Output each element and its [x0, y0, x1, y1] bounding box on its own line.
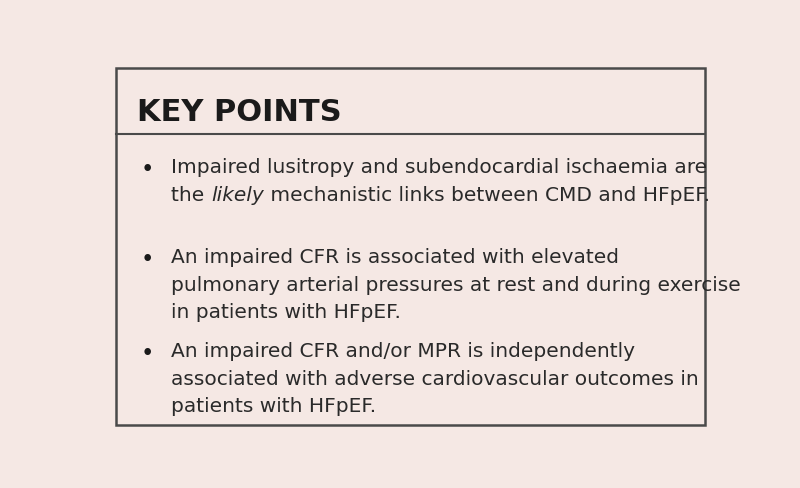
Text: •: •	[140, 342, 154, 365]
FancyBboxPatch shape	[115, 68, 705, 425]
Text: An impaired CFR is associated with elevated
pulmonary arterial pressures at rest: An impaired CFR is associated with eleva…	[171, 248, 741, 322]
Text: •: •	[140, 248, 154, 271]
Text: the: the	[171, 185, 211, 204]
Text: likely: likely	[211, 185, 264, 204]
Text: mechanistic links between CMD and HFpEF.: mechanistic links between CMD and HFpEF.	[264, 185, 710, 204]
Text: •: •	[140, 158, 154, 181]
Text: An impaired CFR and/or MPR is independently
associated with adverse cardiovascul: An impaired CFR and/or MPR is independen…	[171, 342, 699, 416]
Text: Impaired lusitropy and subendocardial ischaemia are: Impaired lusitropy and subendocardial is…	[171, 158, 707, 177]
Text: KEY POINTS: KEY POINTS	[138, 98, 342, 127]
